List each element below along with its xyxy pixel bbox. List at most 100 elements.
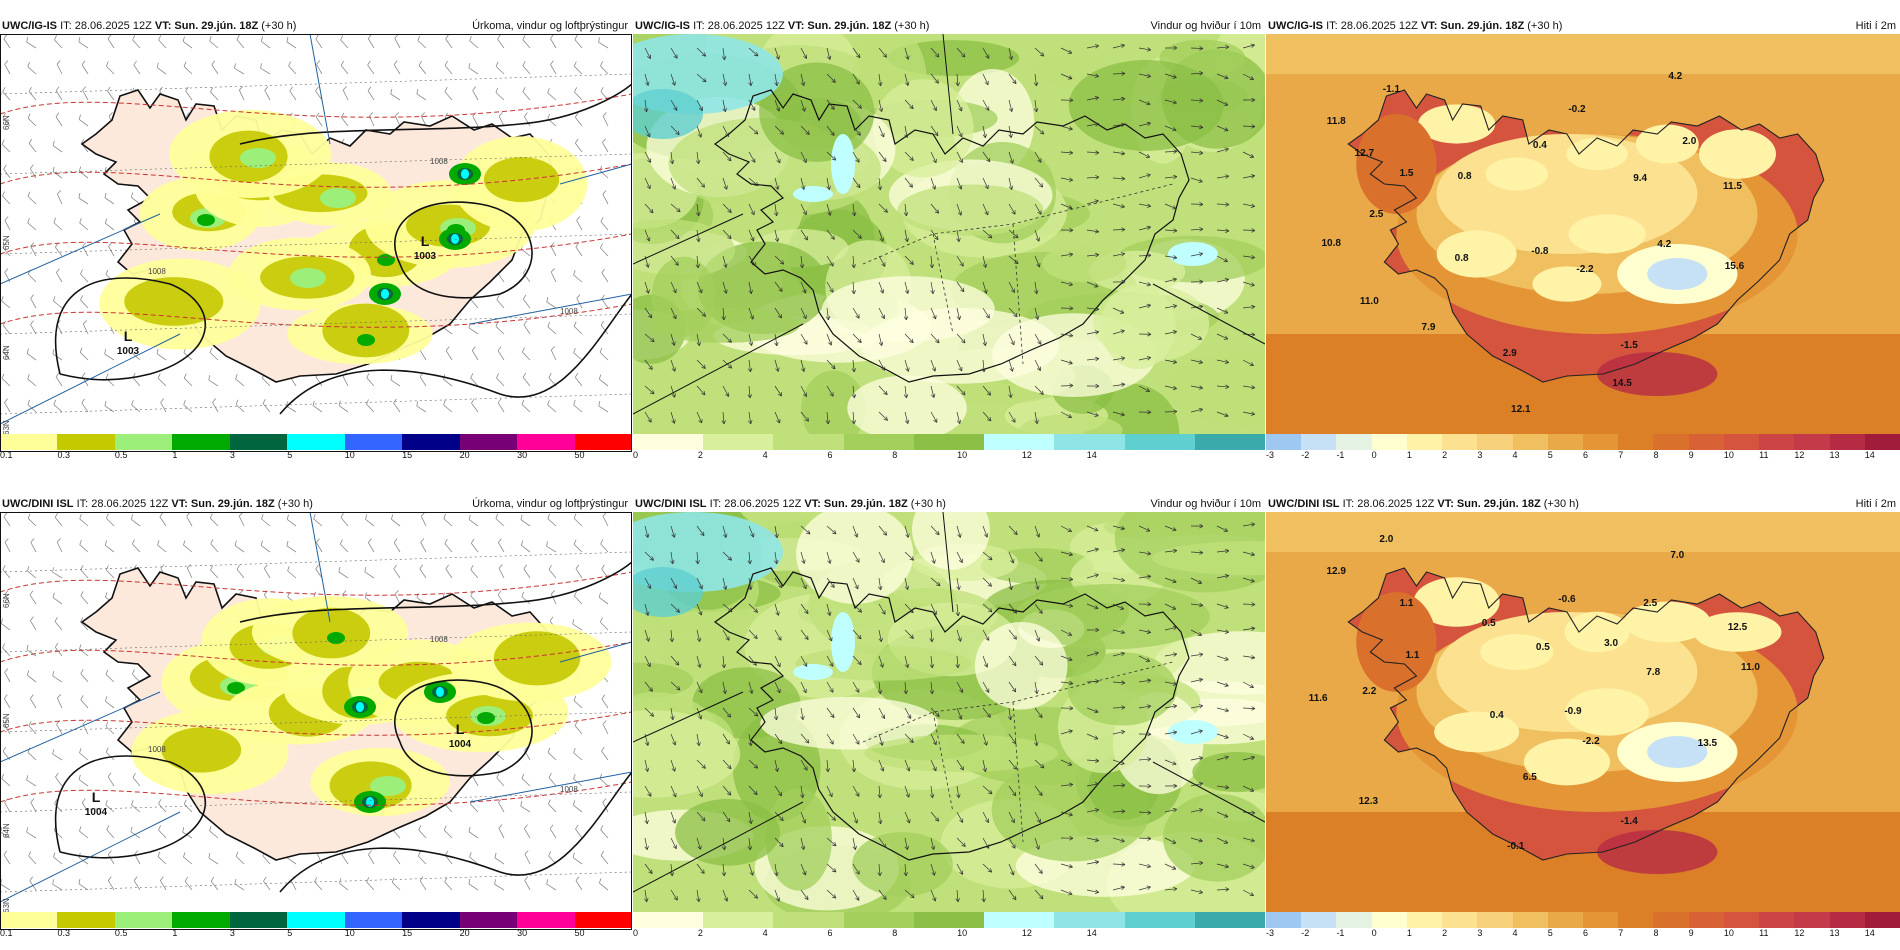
colorbar-swatch — [1547, 434, 1584, 450]
coastline — [713, 567, 1190, 861]
isobars — [54, 561, 632, 893]
isobar-label: 1008 — [430, 635, 448, 644]
colorbar-swatch — [517, 434, 576, 450]
colorbar-tick-label: 5 — [287, 450, 293, 460]
colorbar-tick-label: 5 — [287, 928, 293, 938]
colorbar-swatch — [984, 912, 1055, 928]
temperature-value: 11.0 — [1360, 296, 1379, 307]
variable-title: Hiti í 2m — [1855, 498, 1896, 510]
map-panel-temp: UWC/DINI ISL IT: 28.06.2025 12Z VT: Sun.… — [1266, 496, 1900, 942]
colorbar-tick-label: 10 — [344, 450, 355, 460]
colorbar-swatch — [1794, 434, 1831, 450]
panel-title: UWC/IG-IS IT: 28.06.2025 12Z VT: Sun. 29… — [1266, 18, 1900, 34]
precip-field — [99, 110, 588, 365]
colorbar-tick-label: 20 — [459, 928, 470, 938]
low-pressure-value: 1004 — [85, 807, 108, 818]
temperature-value: 7.0 — [1670, 550, 1684, 561]
temperature-value: -1.4 — [1621, 816, 1639, 827]
map-panel-wind: UWC/DINI ISL IT: 28.06.2025 12Z VT: Sun.… — [633, 496, 1265, 942]
colorbar-tick-label: 30 — [517, 928, 528, 938]
colorbar-tick-label: 50 — [574, 928, 585, 938]
map-temp: -1.1 11.8 12.7 1.5 0.8 0.4 -0.2 4.2 2.0 9.4 11.5 2.… — [1266, 34, 1900, 434]
colorbar-tick-label: 1 — [1406, 450, 1412, 460]
colorbar-tick-label: 0 — [1371, 450, 1377, 460]
valid-time-prefix: VT: — [154, 20, 172, 32]
colorbar-tick-label: 0 — [633, 928, 639, 938]
valid-time: Sun. 29.jún. 18Z — [1456, 498, 1541, 510]
colorbar-swatch — [1864, 912, 1900, 928]
colorbar-swatch — [1759, 434, 1795, 450]
low-pressure-marker: L — [92, 789, 101, 805]
colorbar-tick-label: 11 — [1759, 928, 1769, 938]
temperature-value: 14.5 — [1612, 378, 1632, 389]
temperature-value: 11.6 — [1309, 693, 1328, 704]
latitude-label: 66N — [2, 593, 11, 608]
variable-title: Úrkoma, vindur og loftþrýstingur — [472, 498, 628, 510]
colorbar-swatch — [172, 912, 231, 928]
temperature-value: -2.2 — [1576, 264, 1594, 275]
colorbar-swatch — [57, 434, 116, 450]
temperature-value: 0.4 — [1490, 710, 1504, 721]
colorbar-legend: 0.1 0.3 0.5 1 3 5 10 15 20 30 50 — [0, 434, 632, 460]
colorbar-swatch — [1688, 912, 1725, 928]
colorbar-tick-label: 5 — [1547, 928, 1553, 938]
init-time: IT: 28.06.2025 12Z — [693, 20, 785, 32]
colorbar-swatch — [703, 912, 774, 928]
temperature-value: 2.0 — [1682, 136, 1696, 147]
colorbar-swatch — [1477, 434, 1514, 450]
panel-title: UWC/IG-IS IT: 28.06.2025 12Z VT: Sun. 29… — [0, 18, 632, 34]
colorbar-tick-label: 30 — [517, 450, 528, 460]
colorbar-tick-label: 7 — [1618, 928, 1624, 938]
colorbar-swatch — [0, 912, 58, 928]
variable-title: Hiti í 2m — [1855, 20, 1896, 32]
temperature-value: 4.2 — [1657, 239, 1671, 250]
colorbar-swatch — [633, 434, 704, 450]
region-boundaries — [633, 34, 1265, 415]
temperature-value: 15.6 — [1725, 261, 1745, 272]
temperature-value: 12.1 — [1511, 404, 1531, 415]
low-pressure-value: 1003 — [117, 346, 140, 357]
colorbar-tick-label: 50 — [574, 450, 585, 460]
temperature-value: 1.1 — [1399, 598, 1413, 609]
colorbar-tick-label: 3 — [229, 450, 235, 460]
coastline — [713, 89, 1190, 383]
variable-title: Úrkoma, vindur og loftþrýstingur — [472, 20, 628, 32]
model-name: UWC/IG-IS — [1268, 20, 1323, 32]
init-time: IT: 28.06.2025 12Z — [709, 498, 802, 510]
isobar-label: 1008 — [560, 307, 578, 316]
colorbar-swatch — [1301, 434, 1337, 450]
colorbar-swatch — [1583, 912, 1619, 928]
map-precip: L 1003 L 1003 1008 1008 1008 66N 65N 64N 63N — [0, 34, 632, 434]
colorbar-swatch — [1653, 912, 1690, 928]
map-wind — [633, 34, 1265, 434]
colorbar-swatch — [402, 912, 461, 928]
temperature-labels: 2.0 12.9 1.1 -0.6 2.5 7.0 0.5 0.5 12.5 1.1 3.0 11.0… — [1309, 534, 1761, 852]
variable-title: Vindur og hviður í 10m — [1150, 498, 1261, 510]
panel-title: UWC/DINI ISL IT: 28.06.2025 12Z VT: Sun.… — [1266, 496, 1900, 512]
low-pressure-value: 1004 — [449, 739, 472, 750]
init-time: IT: 28.06.2025 12Z — [1342, 498, 1435, 510]
colorbar-tick-label: 0 — [633, 450, 639, 460]
temperature-value: 12.9 — [1326, 566, 1346, 577]
colorbar-swatch — [459, 912, 518, 928]
colorbar-swatch — [1723, 912, 1760, 928]
colorbar-swatch — [0, 434, 58, 450]
colorbar-tick-label: 0.5 — [114, 450, 128, 460]
temperature-value: 4.2 — [1668, 71, 1682, 82]
colorbar-tick-label: 3 — [1477, 928, 1483, 938]
temperature-value: 0.8 — [1455, 253, 1469, 264]
colorbar-tick-label: 15 — [402, 928, 413, 938]
colorbar-tick-label: 14 — [1086, 928, 1097, 938]
colorbar-swatch — [1864, 434, 1900, 450]
wind-arrows — [643, 43, 1256, 425]
colorbar-swatch — [1266, 434, 1302, 450]
colorbar-tick-label: 5 — [1547, 450, 1553, 460]
isobar-label: 1008 — [430, 157, 448, 166]
valid-time: Sun. 29.jún. 18Z — [823, 498, 908, 510]
colorbar-swatch — [1618, 912, 1654, 928]
colorbar-swatch — [114, 912, 173, 928]
isobars — [54, 83, 632, 415]
colorbar-swatch — [1266, 912, 1302, 928]
temperature-field — [1356, 577, 1798, 874]
colorbar-swatch — [287, 434, 346, 450]
